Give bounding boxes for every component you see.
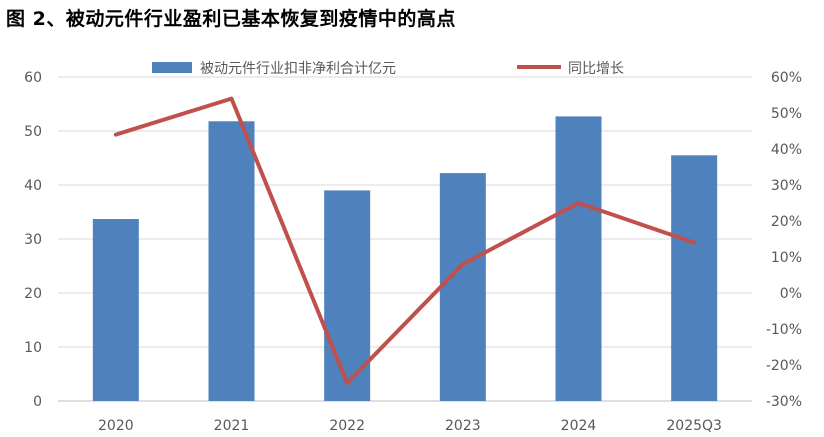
right-axis-tick-label: -10% xyxy=(766,322,802,338)
growth-point-2024 xyxy=(577,201,580,205)
right-axis-tick-label: 30% xyxy=(771,178,802,194)
figure-title: 图 2、被动元件行业盈利已基本恢复到疫情中的高点 xyxy=(6,8,456,30)
legend: 被动元件行业扣非净利合计亿元 同比增长 xyxy=(152,61,624,77)
x-axis-tick-label: 2022 xyxy=(329,418,365,434)
bar-2025Q3 xyxy=(671,155,718,401)
right-axis-tick-label: 40% xyxy=(771,142,802,158)
line-series xyxy=(113,96,697,385)
right-axis-tick-label: 0% xyxy=(780,286,802,302)
grid-lines xyxy=(58,76,752,402)
legend-bar-label: 被动元件行业扣非净利合计亿元 xyxy=(200,61,396,77)
right-axis-tick-label: -20% xyxy=(766,358,802,374)
left-axis-tick-label: 50 xyxy=(24,124,42,140)
growth-point-2025Q3 xyxy=(692,241,696,245)
bar-2023 xyxy=(439,173,486,401)
x-axis-tick-label: 2023 xyxy=(445,418,481,434)
growth-line xyxy=(113,96,697,385)
right-axis: -30% -20% -10% 0% 10% 20% 30% 40% 50% 60% xyxy=(766,70,802,410)
bar-2024 xyxy=(555,116,602,402)
x-axis-tick-label: 2021 xyxy=(214,418,250,434)
right-axis-tick-label: 10% xyxy=(771,250,802,266)
x-axis: 2020 2021 2022 2023 2024 2025Q3 xyxy=(98,418,722,434)
legend-line-label: 同比增长 xyxy=(568,61,624,77)
bar-series xyxy=(92,116,718,402)
growth-point-2022 xyxy=(345,381,349,385)
x-axis-tick-label: 2025Q3 xyxy=(666,418,722,434)
left-axis-tick-label: 30 xyxy=(24,232,42,248)
growth-point-2020 xyxy=(114,133,118,137)
left-axis-tick-label: 10 xyxy=(24,340,42,356)
growth-point-2021 xyxy=(230,97,233,101)
bar-2020 xyxy=(92,219,139,401)
bar-2021 xyxy=(208,121,255,401)
left-axis-tick-label: 60 xyxy=(24,70,42,86)
growth-point-2023 xyxy=(461,262,465,266)
x-axis-tick-label: 2020 xyxy=(98,418,134,434)
right-axis-tick-label: 50% xyxy=(771,106,802,122)
legend-bar-swatch xyxy=(152,62,192,73)
bar-2022 xyxy=(324,190,371,401)
left-axis-tick-label: 40 xyxy=(24,178,42,194)
right-axis-tick-label: 20% xyxy=(771,214,802,230)
right-axis-tick-label: -30% xyxy=(766,394,802,410)
right-axis-tick-label: 60% xyxy=(771,70,802,86)
x-axis-tick-label: 2024 xyxy=(561,418,597,434)
left-axis-tick-label: 20 xyxy=(24,286,42,302)
left-axis-tick-label: 0 xyxy=(33,394,42,410)
left-axis: 0 10 20 30 40 50 60 xyxy=(24,70,42,410)
